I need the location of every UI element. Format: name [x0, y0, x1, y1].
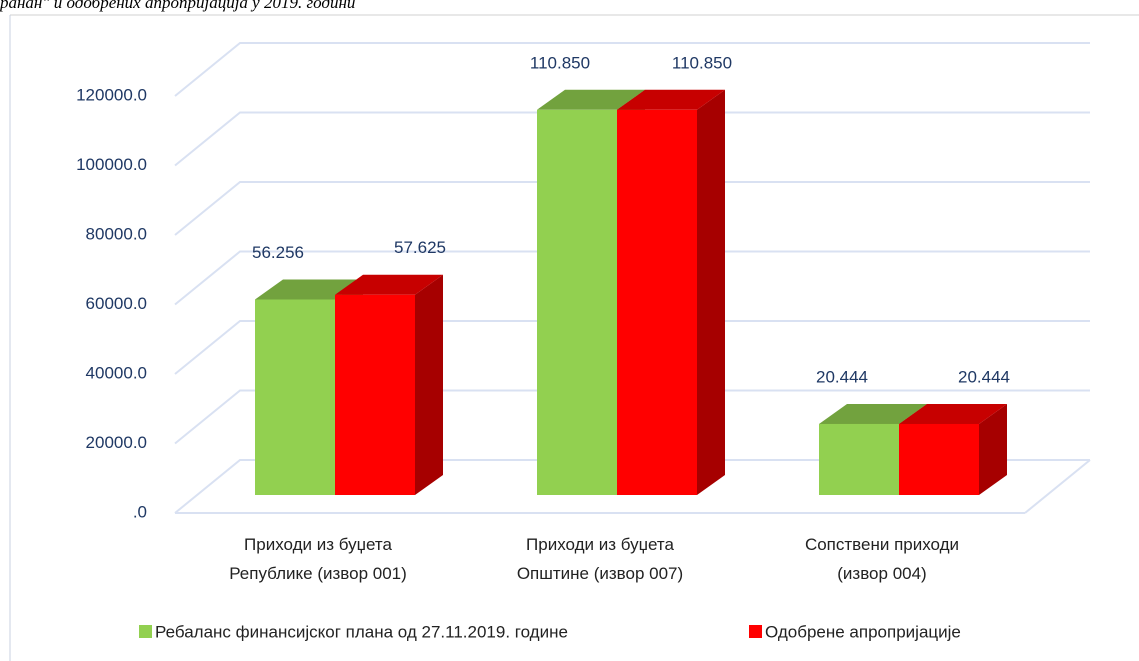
grid-line: [174, 389, 1090, 445]
bar: [335, 294, 415, 495]
bar: [255, 299, 335, 495]
data-label: 57.625: [394, 238, 446, 257]
bar: [819, 423, 899, 495]
x-tick-label: Приходи из буџета Општине (извор 007): [516, 535, 684, 583]
y-tick-label: 20000.0: [86, 433, 147, 452]
bar: [899, 423, 979, 495]
bar-top: [899, 403, 1007, 424]
y-tick-label: .0: [133, 502, 147, 521]
bar-top: [819, 403, 927, 424]
x-axis-depth: [1024, 459, 1091, 514]
grid-line: [174, 181, 1090, 236]
x-tick-label: Приходи из буџета Републике (извор 001): [229, 535, 407, 583]
bar-side: [415, 274, 443, 495]
y-tick-label: 100000.0: [76, 155, 147, 174]
legend-swatch: [139, 625, 152, 638]
legend-label: Ребаланс финансијског плана од 27.11.201…: [155, 622, 568, 641]
bar-side: [697, 89, 725, 495]
grid-line: [174, 111, 1090, 167]
data-label: 110.850: [672, 53, 732, 72]
bar-top: [617, 89, 725, 110]
y-tick-label: 40000.0: [86, 363, 147, 382]
grid-line: [174, 459, 1090, 514]
bar-top: [537, 89, 645, 110]
bar-top: [335, 274, 443, 295]
y-tick-label: 120000.0: [76, 85, 147, 104]
y-tick-label: 80000.0: [86, 224, 147, 243]
chart-title: ранан" и одобрених апропријација у 2019.…: [0, 0, 355, 12]
data-label: 20.444: [958, 367, 1010, 386]
data-label: 110.850: [530, 53, 590, 72]
grid-line: [174, 320, 1090, 375]
grid-line: [174, 250, 1090, 306]
grid-line: [174, 42, 1090, 97]
y-tick-label: 60000.0: [86, 294, 147, 313]
bar-side: [979, 403, 1007, 495]
bar: [617, 109, 697, 495]
x-tick-label: Сопствени приходи (извор 004): [804, 535, 960, 583]
data-label: 20.444: [816, 367, 868, 386]
bar: [537, 109, 617, 495]
legend-swatch: [749, 625, 762, 638]
data-label: 56.256: [252, 243, 304, 262]
legend-label: Одобрене апропријације: [765, 622, 961, 641]
